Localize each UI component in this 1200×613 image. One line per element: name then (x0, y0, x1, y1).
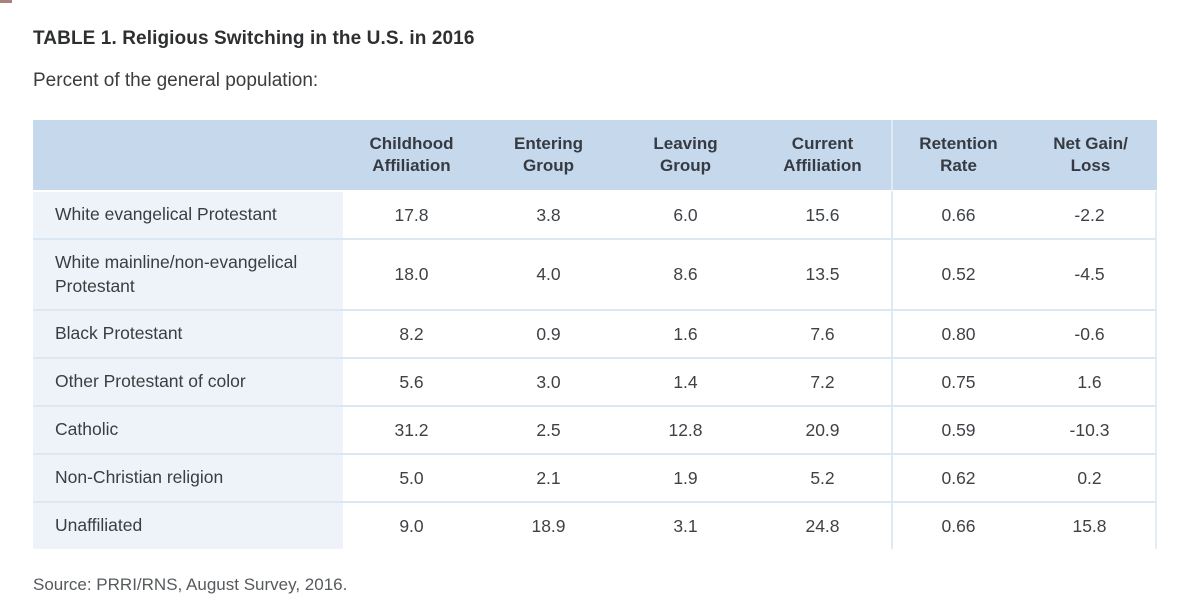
table-cell: 12.8 (617, 405, 754, 453)
table-cell: 18.9 (480, 501, 617, 549)
table-cell: 3.8 (480, 190, 617, 238)
table-cell: 18.0 (343, 238, 480, 309)
table-cell: 1.9 (617, 453, 754, 501)
table-row: Catholic 31.2 2.5 12.8 20.9 0.59 -10.3 (33, 405, 1157, 453)
row-label-cell: Black Protestant (33, 309, 343, 357)
table-cell: -0.6 (1024, 309, 1157, 357)
table-row: Other Protestant of color 5.6 3.0 1.4 7.… (33, 357, 1157, 405)
header-label: Loss (1070, 156, 1111, 175)
table-subtitle: Percent of the general population: (33, 70, 319, 91)
header-net-gain-loss: Net Gain/ Loss (1024, 120, 1157, 190)
table-cell: 8.6 (617, 238, 754, 309)
religious-switching-table: Childhood Affiliation Entering Group Lea… (33, 120, 1157, 549)
header-row: Childhood Affiliation Entering Group Lea… (33, 120, 1157, 190)
header-label: Entering (514, 134, 583, 154)
row-label-cell: White mainline/non-evangelical Protestan… (33, 238, 343, 309)
table-cell: -2.2 (1024, 190, 1157, 238)
header-retention-rate: Retention Rate (891, 120, 1024, 190)
table-cell: -10.3 (1024, 405, 1157, 453)
top-left-artifact (0, 0, 12, 3)
corner-cell (33, 120, 343, 190)
source-note: Source: PRRI/RNS, August Survey, 2016. (33, 575, 348, 594)
table-title: TABLE 1. Religious Switching in the U.S.… (33, 28, 475, 49)
table-cell: 4.0 (480, 238, 617, 309)
table-cell: 0.66 (891, 190, 1024, 238)
figure-container: TABLE 1. Religious Switching in the U.S.… (33, 28, 1157, 594)
row-label-cell: Other Protestant of color (33, 357, 343, 405)
table-cell: 31.2 (343, 405, 480, 453)
table-cell: 1.4 (617, 357, 754, 405)
table-row: Unaffiliated 9.0 18.9 3.1 24.8 0.66 15.8 (33, 501, 1157, 549)
table-cell: 2.5 (480, 405, 617, 453)
table-cell: 0.52 (891, 238, 1024, 309)
table-cell: 15.6 (754, 190, 891, 238)
header-label: Retention (919, 134, 998, 154)
table-cell: 20.9 (754, 405, 891, 453)
table-cell: 5.6 (343, 357, 480, 405)
table-cell: 17.8 (343, 190, 480, 238)
header-label: Group (523, 156, 574, 175)
table-cell: -4.5 (1024, 238, 1157, 309)
table-cell: 24.8 (754, 501, 891, 549)
table-cell: 2.1 (480, 453, 617, 501)
header-label: Affiliation (783, 156, 862, 175)
row-label-cell: Non-Christian religion (33, 453, 343, 501)
table-row: Black Protestant 8.2 0.9 1.6 7.6 0.80 -0… (33, 309, 1157, 357)
table-cell: 0.80 (891, 309, 1024, 357)
header-label: Current (791, 134, 854, 154)
header-leaving-group: Leaving Group (617, 120, 754, 190)
table-cell: 8.2 (343, 309, 480, 357)
header-current-affiliation: Current Affiliation (754, 120, 891, 190)
header-label: Leaving (653, 134, 718, 154)
row-label-cell: Unaffiliated (33, 501, 343, 549)
table-cell: 5.2 (754, 453, 891, 501)
table-cell: 3.0 (480, 357, 617, 405)
row-label-cell: Catholic (33, 405, 343, 453)
header-label: Affiliation (372, 156, 451, 175)
header-label: Rate (940, 156, 977, 175)
table-row: White evangelical Protestant 17.8 3.8 6.… (33, 190, 1157, 238)
header-entering-group: Entering Group (480, 120, 617, 190)
header-childhood-affiliation: Childhood Affiliation (343, 120, 480, 190)
table-cell: 7.2 (754, 357, 891, 405)
table-cell: 0.2 (1024, 453, 1157, 501)
table-cell: 0.9 (480, 309, 617, 357)
table-cell: 3.1 (617, 501, 754, 549)
table-cell: 15.8 (1024, 501, 1157, 549)
table-cell: 1.6 (617, 309, 754, 357)
table-cell: 5.0 (343, 453, 480, 501)
table-cell: 6.0 (617, 190, 754, 238)
table-cell: 9.0 (343, 501, 480, 549)
row-label-cell: White evangelical Protestant (33, 190, 343, 238)
table-row: White mainline/non-evangelical Protestan… (33, 238, 1157, 309)
table-cell: 7.6 (754, 309, 891, 357)
table-cell: 0.59 (891, 405, 1024, 453)
header-label: Childhood (369, 134, 454, 154)
table-cell: 1.6 (1024, 357, 1157, 405)
table-cell: 0.66 (891, 501, 1024, 549)
table-row: Non-Christian religion 5.0 2.1 1.9 5.2 0… (33, 453, 1157, 501)
header-label: Group (660, 156, 711, 175)
table-cell: 13.5 (754, 238, 891, 309)
table-cell: 0.75 (891, 357, 1024, 405)
table-cell: 0.62 (891, 453, 1024, 501)
header-label: Net Gain/ (1053, 134, 1128, 154)
